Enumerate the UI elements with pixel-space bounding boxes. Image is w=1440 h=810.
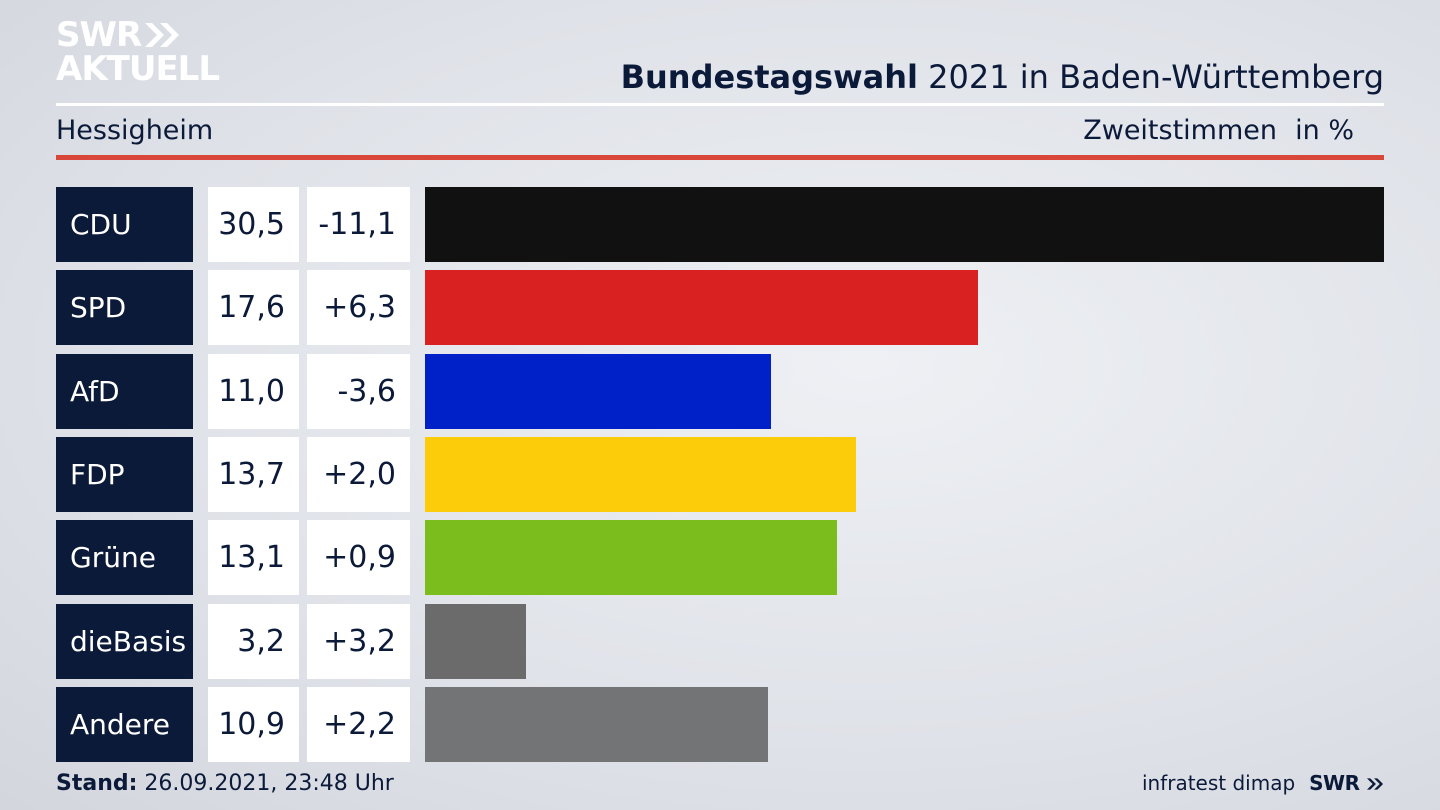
footer-credits: infratest dimap SWR: [1142, 771, 1384, 795]
bar: [425, 187, 1384, 262]
title-bold: Bundestagswahl: [620, 58, 918, 96]
logo-text-swr: SWR: [56, 15, 142, 55]
party-label: CDU: [56, 187, 193, 262]
party-label: dieBasis: [56, 604, 193, 679]
party-label: Andere: [56, 687, 193, 762]
value-label: 30,5: [208, 187, 299, 262]
chevrons-icon: [145, 23, 180, 47]
header-divider: [56, 103, 1384, 106]
table-row: AfD 11,0 -3,6: [0, 354, 1440, 429]
footer-swr-text: SWR: [1309, 771, 1360, 795]
value-label: 13,7: [208, 437, 299, 512]
party-label: FDP: [56, 437, 193, 512]
party-label: SPD: [56, 270, 193, 345]
table-row: Grüne 13,1 +0,9: [0, 520, 1440, 595]
stand-label: Stand:: [56, 771, 138, 796]
change-label: +6,3: [307, 270, 410, 345]
source-label: infratest dimap: [1141, 771, 1296, 795]
change-label: +2,0: [307, 437, 410, 512]
value-label: 3,2: [208, 604, 299, 679]
unit-label: in %: [1295, 115, 1354, 146]
table-row: SPD 17,6 +6,3: [0, 270, 1440, 345]
bar: [425, 354, 771, 429]
chart-title: Bundestagswahl 2021 in Baden-Württemberg: [621, 58, 1384, 96]
party-label: AfD: [56, 354, 193, 429]
stand-value: 26.09.2021, 23:48 Uhr: [137, 771, 394, 796]
bar: [425, 520, 837, 595]
table-row: CDU 30,5 -11,1: [0, 187, 1440, 262]
swr-aktuell-logo: SWR AKTUELL: [56, 15, 220, 89]
value-label: 10,9: [208, 687, 299, 762]
value-label: 11,0: [208, 354, 299, 429]
change-label: -3,6: [307, 354, 410, 429]
title-rest: 2021 in Baden-Württemberg: [917, 58, 1384, 96]
change-label: -11,1: [307, 187, 410, 262]
table-row: FDP 13,7 +2,0: [0, 437, 1440, 512]
change-label: +3,2: [307, 604, 410, 679]
party-label: Grüne: [56, 520, 193, 595]
logo-text-aktuell: AKTUELL: [56, 49, 220, 89]
change-label: +2,2: [307, 687, 410, 762]
location-label: Hessigheim: [56, 115, 214, 146]
bar: [425, 437, 856, 512]
value-label: 13,1: [208, 520, 299, 595]
table-row: Andere 10,9 +2,2: [0, 687, 1440, 762]
table-row: dieBasis 3,2 +3,2: [0, 604, 1440, 679]
value-label: 17,6: [208, 270, 299, 345]
timestamp: Stand: 26.09.2021, 23:48 Uhr: [56, 771, 394, 796]
footer-swr-logo: SWR: [1309, 771, 1384, 795]
accent-divider: [56, 155, 1384, 160]
bar: [425, 270, 978, 345]
measure-label: Zweitstimmen: [1083, 115, 1277, 146]
bar: [425, 687, 768, 762]
bar: [425, 604, 526, 679]
footer-chevrons-icon: [1366, 778, 1384, 790]
change-label: +0,9: [307, 520, 410, 595]
